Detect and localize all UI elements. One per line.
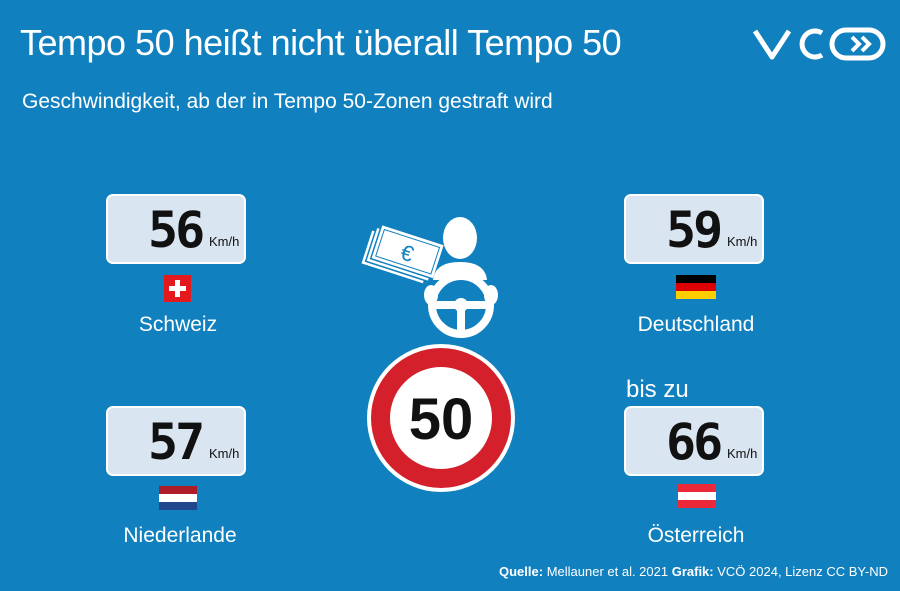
germany-flag	[676, 275, 716, 299]
vco-logo	[752, 27, 886, 61]
speed-unit: Km/h	[727, 446, 758, 461]
speed-limit-value: 50	[409, 387, 474, 452]
speed-value-deutschland: 59	[666, 201, 723, 259]
country-label-deutschland: Deutschland	[637, 313, 755, 336]
austria-flag	[678, 484, 716, 508]
source-note: Quelle: Mellauner et al. 2021 Grafik: VC…	[499, 564, 888, 579]
country-label-schweiz: Schweiz	[138, 313, 218, 336]
source-text: Mellauner et al. 2021	[543, 564, 672, 579]
speed-unit: Km/h	[727, 234, 758, 249]
netherlands-flag	[159, 486, 197, 510]
speed-display-schweiz: 56 Km/h	[106, 194, 246, 264]
switzerland-flag	[164, 275, 191, 302]
speed-display-niederlande: 57 Km/h	[106, 406, 246, 476]
speed-display-deutschland: 59 Km/h	[624, 194, 764, 264]
country-label-niederlande: Niederlande	[123, 524, 237, 547]
money-icon: €	[359, 223, 446, 286]
driver-with-fine-icon: €	[359, 217, 498, 338]
page-title: Tempo 50 heißt nicht überall Tempo 50	[20, 22, 622, 63]
speed-display-oesterreich: 66 Km/h	[624, 406, 764, 476]
bis-zu-label: bis zu	[626, 376, 689, 403]
speed-unit: Km/h	[209, 234, 240, 249]
graphic-label: Grafik:	[671, 564, 714, 579]
page-subtitle: Geschwindigkeit, ab der in Tempo 50-Zone…	[22, 90, 553, 113]
speed-value-oesterreich: 66	[666, 413, 723, 471]
source-label: Quelle:	[499, 564, 544, 579]
speed-limit-sign: 50	[367, 344, 515, 492]
speed-value-schweiz: 56	[148, 201, 205, 259]
country-label-oesterreich: Österreich	[647, 524, 745, 547]
speed-unit: Km/h	[209, 446, 240, 461]
speed-value-niederlande: 57	[148, 413, 205, 471]
graphic-text: VCÖ 2024, Lizenz CC BY-ND	[713, 564, 888, 579]
driver-icon	[424, 217, 498, 338]
